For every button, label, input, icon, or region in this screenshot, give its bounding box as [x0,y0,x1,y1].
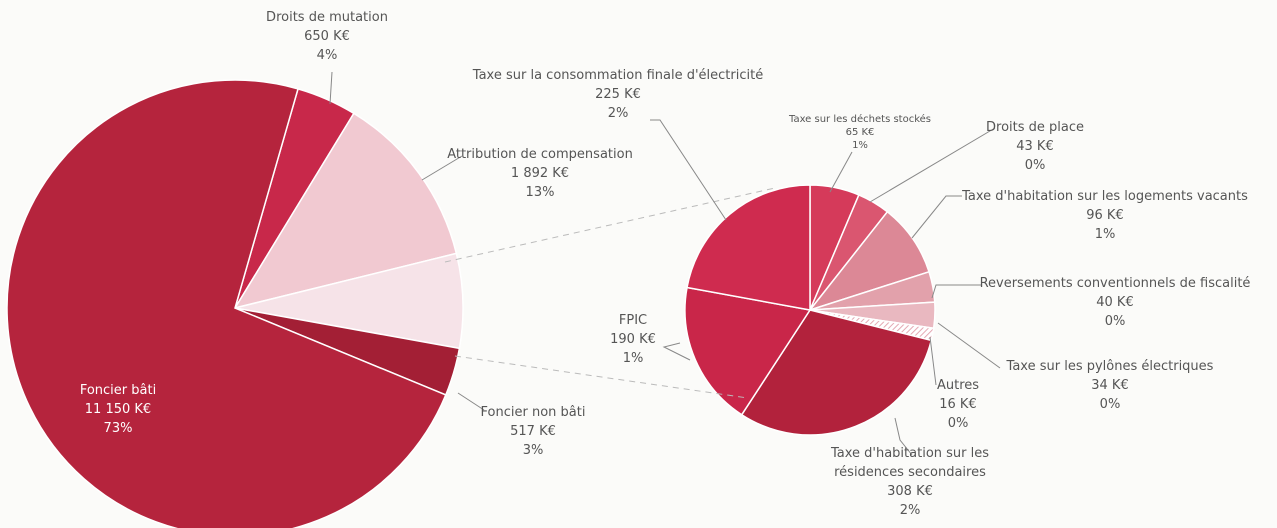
data-label: Attribution de compensation 1 892 K€ 13% [447,145,633,202]
data-label: Taxe sur la consommation finale d'électr… [473,66,763,123]
label-line: Taxe d'habitation sur les logements vaca… [962,189,1248,204]
label-line: 4% [316,48,338,63]
leader-line [829,151,853,193]
label-line: 0% [947,416,969,431]
label-line: 650 K€ [304,29,350,44]
label-line: 0% [1024,158,1046,173]
pie-slice [233,112,458,310]
label-line: 16 K€ [939,397,977,412]
label-line: Foncier bâti [79,383,157,398]
leader-line [929,336,937,386]
leader-line [931,284,982,299]
label-line: 0% [1099,397,1121,412]
pie-slice [684,286,812,416]
label-line: Taxe sur les pylônes électriques [1006,359,1214,374]
label-line: 1 892 K€ [510,166,570,181]
label-line: 43 K€ [1016,139,1054,154]
leader-line [329,71,333,105]
label-line: 1% [852,140,868,151]
label-line: Taxe sur la consommation finale d'électr… [472,68,764,83]
leader-line [662,342,691,361]
leader-line [457,392,485,411]
label-line: 0% [1104,314,1126,329]
label-line: Reversements conventionnels de fiscalité [979,276,1251,291]
label-line: Taxe d'habitation sur les résidences sec… [830,446,990,480]
data-label: Droits de mutation 650 K€ 4% [266,8,388,65]
data-label: Taxe d'habitation sur les logements vaca… [962,187,1248,244]
label-line: 96 K€ [1086,208,1124,223]
label-line: 2% [899,503,921,518]
label-line: 40 K€ [1096,295,1134,310]
label-line: 13% [525,185,555,200]
label-line: 65 K€ [845,127,875,138]
data-label: Reversements conventionnels de fiscalité… [980,274,1251,331]
leaders [329,71,1001,456]
label-line: Foncier non bâti [480,405,586,420]
leader-line [911,195,962,239]
pie-slice [686,184,811,311]
data-label: Foncier bâti 11 150 K€ 73% [80,381,156,438]
label-line: Taxe sur les déchets stockés [788,114,932,125]
label-line: 1% [622,351,644,366]
data-label: FPIC 190 K€ 1% [610,311,656,368]
data-label: Taxe d'habitation sur les résidences sec… [823,444,998,520]
data-label: Droits de place 43 K€ 0% [986,118,1084,175]
label-line: 73% [103,421,133,436]
label-line: 3% [522,443,544,458]
label-line: 1% [1094,227,1116,242]
connectors [444,187,776,399]
label-line: 34 K€ [1091,378,1129,393]
data-label: Taxe sur les déchets stockés 65 K€ 1% [789,113,931,152]
leader-line [869,127,996,203]
connector [454,355,749,399]
leader-line [894,417,913,456]
label-line: Attribution de compensation [447,147,633,162]
data-label: Autres 16 K€ 0% [937,376,979,433]
pie-slice [740,309,933,436]
label-line: 225 K€ [595,87,641,102]
label-line: Droits de place [986,120,1084,135]
label-line: Autres [936,378,980,393]
leader-line [937,322,1001,369]
data-label: Taxe sur les pylônes électriques 34 K€ 0% [1007,357,1214,414]
connector [444,187,776,263]
leader-line [650,119,727,221]
label-line: 190 K€ [610,332,656,347]
label-line: Droits de mutation [266,10,388,25]
label-line: 517 K€ [510,424,556,439]
label-line: 2% [607,106,629,121]
label-line: FPIC [618,313,648,328]
data-label: Foncier non bâti 517 K€ 3% [481,403,586,460]
pie-slice [6,79,447,528]
label-line: 11 150 K€ [84,402,152,417]
leader-line [421,155,463,181]
label-line: 308 K€ [887,484,933,499]
